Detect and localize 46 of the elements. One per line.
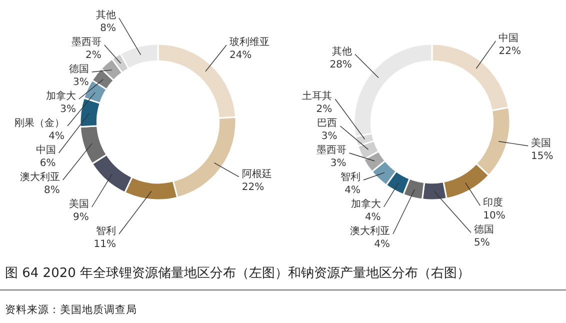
data-label: 5%	[474, 238, 490, 249]
slice-label: 墨西哥	[71, 37, 102, 48]
slice-label: 德国	[68, 64, 89, 75]
data-label: 3%	[330, 158, 346, 169]
data-label: 4%	[364, 212, 381, 223]
data-label: 9%	[72, 212, 89, 223]
text: 资料来源：美国地质调查局	[5, 303, 137, 316]
data-label: 3%	[60, 104, 76, 115]
slice-label: 澳大利亚	[350, 225, 390, 237]
data-label: 2%	[316, 104, 332, 115]
data-label: 22%	[242, 182, 264, 193]
slice-label: 加拿大	[350, 198, 381, 210]
data-label: 10%	[483, 210, 506, 222]
slice-label: 中国	[498, 32, 519, 44]
data-label: 4%	[48, 131, 65, 142]
slice-label: 刚果（金）	[14, 117, 65, 129]
data-label: 3%	[321, 131, 338, 142]
slice-label: 加拿大	[46, 90, 76, 102]
slice-label: 美国	[531, 136, 552, 149]
slice-label: 墨西哥	[316, 145, 346, 156]
slice-label: 中国	[36, 144, 56, 156]
slice-label: 巴西	[317, 118, 338, 129]
data-label: 4%	[374, 239, 390, 250]
slice-label: 玻利维亚	[229, 36, 270, 48]
slice-label: 德国	[474, 224, 494, 236]
data-label: 11%	[94, 239, 116, 250]
slice-label: 阿根廷	[242, 168, 272, 180]
slice-label: 土耳其	[302, 90, 332, 102]
slice-label: 其他	[96, 9, 116, 21]
slice-label: 澳大利亚	[20, 171, 60, 183]
data-label: 24%	[229, 50, 252, 62]
data-label: 6%	[40, 158, 56, 169]
slice-label: 智利	[96, 225, 116, 237]
data-label: 3%	[72, 77, 89, 88]
data-label: 8%	[44, 185, 60, 196]
slice-label: 印度	[483, 196, 504, 209]
caption: 图 64 2020 年全球锂资源储量地区分布（左图）和钠资源产量地区分布（右图）	[5, 266, 470, 281]
data-label: 2%	[86, 50, 102, 61]
data-label: 15%	[531, 150, 554, 162]
data-label: 28%	[330, 59, 352, 70]
data-label: 4%	[344, 185, 361, 196]
slice-label: 美国	[68, 198, 89, 210]
slice-label: 智利	[340, 171, 361, 183]
slice-label: 其他	[332, 45, 352, 58]
data-label: 22%	[498, 46, 521, 57]
data-label: 8%	[100, 23, 116, 34]
